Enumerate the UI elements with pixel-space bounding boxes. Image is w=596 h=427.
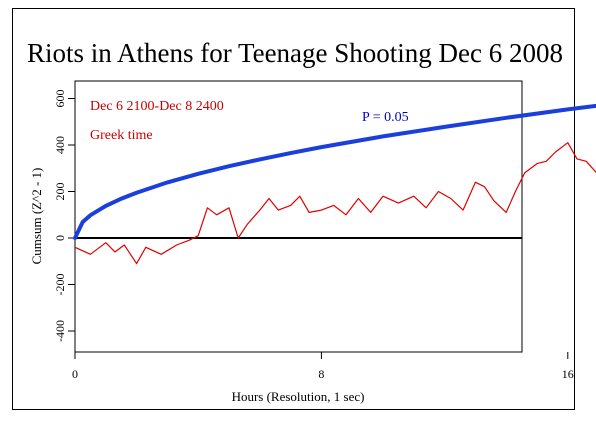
x-axis: 081624 [72,352,574,381]
annotation-date-range: Dec 6 2100-Dec 8 2400 [90,99,224,114]
plot-area [74,80,523,353]
x-axis-label: Hours (Resolution, 1 sec) [232,389,365,404]
x-tick-label: 0 [72,367,78,381]
chart-title: Riots in Athens for Teenage Shooting Dec… [27,38,563,68]
y-axis: -400 -200 0 200 400 600 [53,90,75,342]
annotation-p-value: P = 0.05 [362,110,409,125]
series-line-cumsum [74,142,596,265]
x-tick-label: 8 [318,367,324,381]
y-tick-label: -400 [53,320,67,342]
y-axis-label: Cumsum (Z^2 - 1) [29,168,44,265]
y-tick-label: -200 [53,274,67,296]
series-line-envelope [73,103,596,240]
y-tick-label: 600 [53,90,67,108]
annotation-timezone: Greek time [90,128,153,143]
chart-frame [12,8,575,410]
y-tick-label: 400 [53,136,67,154]
x-tick-label: 16 [562,367,574,381]
y-tick-label: 200 [53,183,67,201]
y-tick-label: 0 [53,235,67,241]
